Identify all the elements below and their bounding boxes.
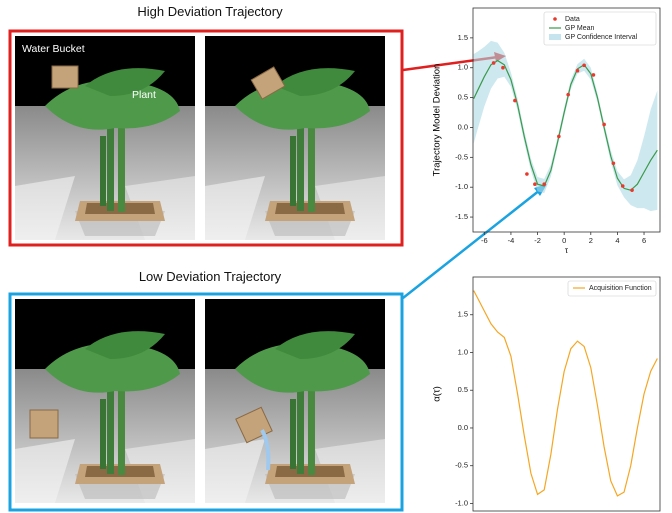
data-point — [542, 182, 546, 186]
y-tick-label: 1.0 — [458, 347, 468, 356]
confidence-band — [474, 41, 658, 211]
x-axis-label: τ — [565, 246, 569, 255]
series-line — [474, 291, 658, 496]
scene-image — [15, 299, 195, 503]
scene-image — [15, 36, 195, 240]
y-axis-label: α(τ) — [432, 386, 443, 402]
scene-image — [205, 299, 385, 503]
data-point — [557, 135, 561, 139]
data-point — [501, 66, 505, 70]
data-point — [576, 69, 580, 73]
y-axis-label: Trajectory Model Deviation — [432, 64, 443, 177]
data-point — [612, 162, 616, 166]
y-tick-label: 0.5 — [458, 93, 468, 102]
legend-swatch — [553, 17, 557, 21]
annotation: Plant — [132, 89, 156, 101]
y-tick-label: -1.0 — [455, 182, 468, 191]
y-tick-label: 0.0 — [458, 423, 468, 432]
data-point — [582, 64, 586, 68]
series-line — [474, 61, 658, 191]
data-point — [525, 172, 529, 176]
x-tick-label: 4 — [615, 236, 619, 245]
legend-label: Acquisition Function — [589, 285, 652, 292]
data-point — [513, 99, 517, 103]
y-tick-label: -0.5 — [455, 152, 468, 161]
x-tick-label: 2 — [589, 236, 593, 245]
x-tick-label: -4 — [508, 236, 515, 245]
data-point — [630, 188, 634, 192]
charts: 1.5 1.0 0.5 0.0 -0.5 -1.0 -1.5 -6 -4 -2 0 2 4 6 τ Traje… — [432, 8, 660, 511]
panel-title: Low Deviation Trajectory — [139, 269, 282, 284]
y-tick-label: 1.5 — [458, 310, 468, 319]
y-tick-label: -1.0 — [455, 498, 468, 507]
plot-frame — [473, 277, 660, 511]
y-tick-label: 0.5 — [458, 385, 468, 394]
x-tick-label: 0 — [562, 236, 566, 245]
y-tick-label: -0.5 — [455, 461, 468, 470]
data-point — [492, 61, 496, 65]
data-point — [592, 73, 596, 77]
annotation: Water Bucket — [22, 43, 85, 55]
x-tick-label: -2 — [534, 236, 541, 245]
plot-area — [474, 291, 658, 496]
arrow — [403, 190, 540, 298]
y-tick-label: 1.0 — [458, 63, 468, 72]
data-point — [566, 93, 570, 97]
y-tick-label: 1.5 — [458, 33, 468, 42]
x-tick-label: 6 — [642, 236, 646, 245]
x-tick-label: -6 — [481, 236, 488, 245]
y-tick-label: 0.0 — [458, 122, 468, 131]
data-point — [602, 123, 606, 127]
data-point — [621, 184, 625, 188]
plot-area — [474, 41, 658, 211]
data-point — [533, 182, 537, 186]
scene-image — [205, 36, 385, 240]
bucket — [52, 66, 78, 88]
legend-swatch — [549, 34, 561, 40]
y-tick-label: -1.5 — [455, 212, 468, 221]
bucket — [30, 410, 58, 438]
figure: High Deviation Trajectory Water Bucket P… — [0, 0, 672, 513]
legend-label: GP Mean — [565, 25, 595, 32]
panel-title: High Deviation Trajectory — [137, 4, 283, 19]
legend-label: GP Confidence Interval — [565, 34, 638, 41]
legend-label: Data — [565, 16, 580, 23]
